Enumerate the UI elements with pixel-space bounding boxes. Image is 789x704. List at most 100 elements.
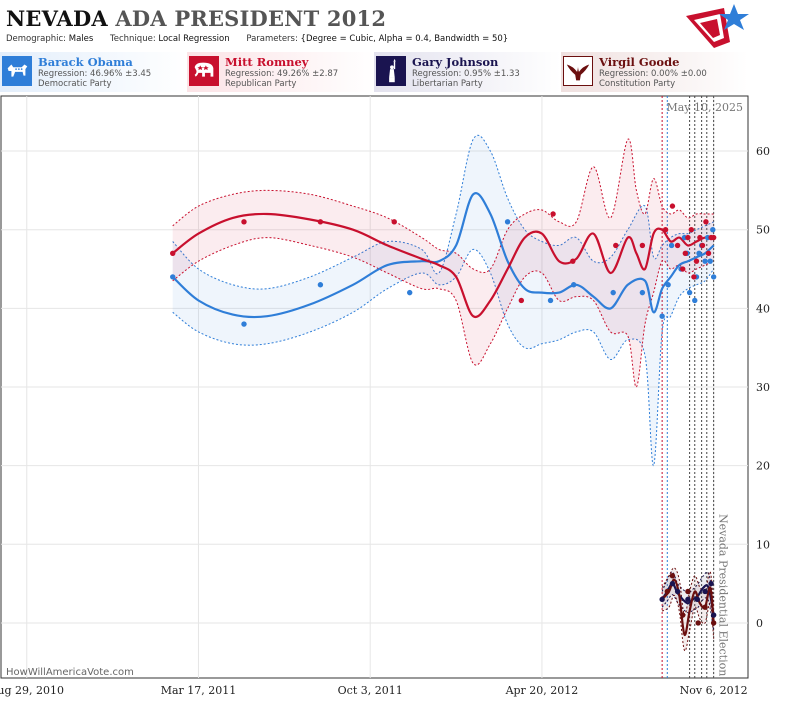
candidate-regression: Regression: 49.26% ±2.87 xyxy=(225,69,339,79)
poll-point xyxy=(685,596,691,603)
parameters-value: {Degree = Cubic, Alpha = 0.4, Bandwidth … xyxy=(300,34,509,44)
poll-point xyxy=(680,266,686,272)
poll-point xyxy=(570,258,576,264)
current-date-label: May 10, 2025 xyxy=(666,101,743,114)
poll-point xyxy=(702,604,708,610)
poll-point xyxy=(710,274,717,280)
x-tick-label: Nov 6, 2012 xyxy=(680,684,748,697)
legend-item-romney: Mitt Romney Regression: 49.26% ±2.87 Rep… xyxy=(187,52,374,92)
y-tick-label: 0 xyxy=(756,617,763,630)
poll-point xyxy=(710,234,717,241)
poll-point xyxy=(170,274,176,280)
poll-point xyxy=(693,258,700,264)
y-tick-labels: 0 10 20 30 40 50 60 xyxy=(756,145,770,630)
poll-point xyxy=(659,313,665,319)
poll-point xyxy=(699,242,706,249)
poll-point xyxy=(696,250,702,256)
poll-point xyxy=(639,242,646,249)
y-tick-label: 40 xyxy=(756,302,770,315)
poll-point xyxy=(695,620,701,626)
candidate-regression: Regression: 0.00% ±0.00 xyxy=(599,69,707,79)
poll-point xyxy=(665,282,671,288)
candidate-party: Libertarian Party xyxy=(412,79,483,89)
confidence-band-lower xyxy=(172,237,714,388)
poll-point xyxy=(692,297,698,304)
elephant-icon xyxy=(189,56,219,86)
x-tick-label: Oct 3, 2011 xyxy=(338,684,403,697)
poll-point xyxy=(664,588,670,595)
y-tick-label: 60 xyxy=(756,145,770,158)
poll-point xyxy=(571,282,577,288)
poll-point xyxy=(674,242,681,249)
title-ada: ADA xyxy=(115,6,167,31)
candidate-name: Gary Johnson xyxy=(412,55,499,69)
x-tick-labels: Aug 29, 2010 Mar 17, 2011 Oct 3, 2011 Apr 2… xyxy=(0,684,748,697)
technique-value: Local Regression xyxy=(158,34,230,44)
poll-point xyxy=(659,596,665,603)
poll-point xyxy=(703,219,709,225)
poll-point xyxy=(391,219,397,225)
chart-title: NEVADA ADA PRESIDENT 2012 xyxy=(6,6,386,31)
regression-line xyxy=(171,192,715,319)
poll-point xyxy=(710,612,717,618)
poll-point xyxy=(705,250,712,256)
poll-point xyxy=(669,580,676,587)
legend-item-obama: Barack Obama Regression: 46.96% ±3.45 De… xyxy=(0,52,187,92)
poll-point xyxy=(170,250,176,256)
site-credit: HowWillAmericaVote.com xyxy=(6,667,134,678)
poll-point xyxy=(702,258,708,264)
title-rest: PRESIDENT 2012 xyxy=(174,6,387,31)
x-tick-label: Aug 29, 2010 xyxy=(0,684,64,697)
x-tick-label: Apr 20, 2012 xyxy=(505,684,579,697)
poll-point xyxy=(610,289,616,296)
y-tick-label: 50 xyxy=(756,224,770,237)
demographic-label: Demographic: xyxy=(6,34,67,44)
confidence-band-fill xyxy=(172,138,714,388)
candidate-name: Mitt Romney xyxy=(225,55,309,69)
poll-point xyxy=(613,242,619,249)
confidence-band-upper xyxy=(172,138,714,274)
poll-point xyxy=(685,234,691,241)
poll-point xyxy=(707,258,713,264)
poll-point xyxy=(317,219,324,225)
poll-date-lines xyxy=(661,96,715,678)
parameters-label: Parameters: xyxy=(246,34,298,44)
poll-point xyxy=(669,573,676,579)
candidate-party: Constitution Party xyxy=(599,79,676,89)
poll-point xyxy=(674,588,681,595)
eagle-icon xyxy=(563,56,593,86)
legend-item-goode: Virgil Goode Regression: 0.00% ±0.00 Con… xyxy=(561,52,748,92)
parameters-line: Demographic: Males Technique: Local Regr… xyxy=(6,34,522,44)
poll-point xyxy=(685,588,691,595)
candidate-legend: Barack Obama Regression: 46.96% ±3.45 De… xyxy=(0,52,789,94)
poll-point xyxy=(688,227,695,233)
title-state: NEVADA xyxy=(6,6,108,31)
confidence-band-upper xyxy=(172,134,714,290)
poll-point xyxy=(682,250,689,256)
poll-point xyxy=(702,588,708,595)
poll-point xyxy=(669,203,676,209)
y-tick-label: 20 xyxy=(756,460,770,473)
legend-item-johnson: Gary Johnson Regression: 0.95% ±1.33 Lib… xyxy=(374,52,561,92)
poll-point xyxy=(504,219,511,225)
poll-point xyxy=(639,289,646,296)
poll-point xyxy=(694,596,701,603)
candidate-party: Democratic Party xyxy=(38,79,112,89)
technique-label: Technique: xyxy=(110,34,156,44)
poll-point xyxy=(686,289,693,296)
poll-point xyxy=(547,297,554,304)
chart-header: NEVADA ADA PRESIDENT 2012 Demographic: M… xyxy=(0,0,789,50)
poll-chart: 0 10 20 30 40 50 60 Aug 29, 2010 Mar 17, 2011 Oc… xyxy=(0,95,770,697)
y-tick-label: 30 xyxy=(756,381,770,394)
poll-point xyxy=(518,297,525,304)
poll-point xyxy=(697,234,703,241)
poll-point xyxy=(662,227,669,233)
regression-line xyxy=(172,212,714,319)
confidence-band-lower xyxy=(172,248,715,467)
poll-point xyxy=(710,227,716,233)
donkey-icon xyxy=(2,56,32,86)
poll-point xyxy=(680,612,686,618)
poll-point xyxy=(317,282,324,288)
confidence-band-fill xyxy=(172,135,714,466)
poll-point xyxy=(710,620,717,626)
